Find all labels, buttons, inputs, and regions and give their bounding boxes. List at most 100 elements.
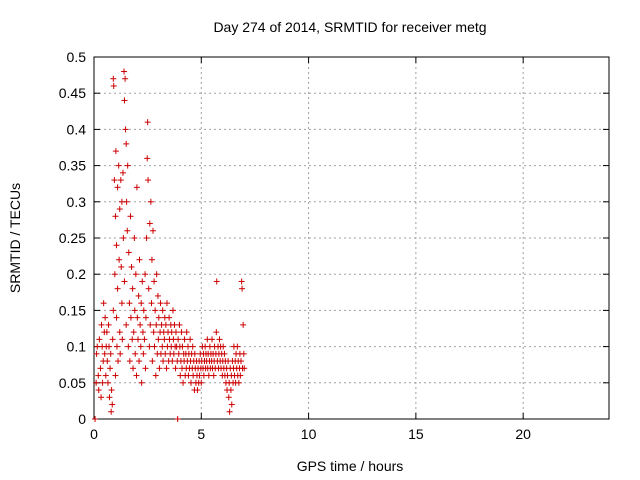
chart-title: Day 274 of 2014, SRMTID for receiver met… bbox=[213, 19, 486, 35]
data-point bbox=[136, 256, 143, 263]
data-point bbox=[153, 271, 160, 278]
data-point bbox=[130, 329, 137, 336]
data-point bbox=[116, 329, 123, 336]
data-point bbox=[101, 350, 108, 357]
data-point bbox=[129, 336, 136, 343]
y-tick-label: 0.2 bbox=[67, 266, 87, 282]
data-point bbox=[145, 177, 152, 184]
y-tick-label: 0.25 bbox=[59, 230, 86, 246]
data-point bbox=[131, 307, 138, 314]
data-point bbox=[114, 184, 121, 191]
x-axis-label: GPS time / hours bbox=[297, 458, 404, 474]
data-point bbox=[181, 336, 188, 343]
data-series bbox=[92, 68, 248, 422]
data-point bbox=[142, 365, 149, 372]
y-tick-label: 0.3 bbox=[67, 194, 87, 210]
data-point bbox=[93, 350, 100, 357]
y-axis: 0 0.05 0.1 0.15 0.2 0.25 0.3 0.35 0.4 0.45 0.5 bbox=[59, 49, 609, 427]
data-point bbox=[191, 350, 198, 357]
data-point bbox=[178, 329, 185, 336]
data-point bbox=[108, 408, 115, 415]
data-point bbox=[95, 387, 102, 394]
data-point bbox=[102, 314, 109, 321]
data-point bbox=[120, 235, 127, 241]
data-point bbox=[139, 329, 146, 336]
data-point bbox=[104, 358, 111, 365]
data-point bbox=[189, 343, 196, 350]
data-point bbox=[155, 336, 162, 343]
data-point bbox=[151, 278, 158, 285]
data-point bbox=[141, 336, 148, 343]
data-point bbox=[140, 307, 147, 314]
data-point bbox=[130, 365, 137, 372]
data-point bbox=[93, 379, 100, 386]
data-point bbox=[235, 379, 242, 386]
y-axis-label: SRMTID / TECUs bbox=[7, 183, 23, 293]
data-point bbox=[112, 372, 119, 379]
data-point bbox=[97, 365, 104, 372]
data-point bbox=[169, 307, 176, 314]
data-point bbox=[126, 300, 133, 307]
data-point bbox=[140, 350, 147, 357]
data-point bbox=[138, 379, 145, 386]
data-point bbox=[153, 321, 160, 328]
data-point bbox=[137, 321, 144, 328]
data-point bbox=[122, 75, 129, 82]
data-point bbox=[138, 300, 145, 307]
data-point bbox=[209, 336, 216, 343]
data-point bbox=[172, 365, 179, 372]
data-point bbox=[146, 343, 153, 350]
data-point bbox=[147, 321, 154, 328]
data-point bbox=[149, 358, 156, 365]
data-point bbox=[194, 387, 201, 394]
data-point bbox=[109, 401, 116, 408]
data-point bbox=[176, 321, 183, 328]
data-point bbox=[116, 206, 123, 213]
data-point bbox=[125, 343, 132, 350]
data-point bbox=[160, 358, 167, 365]
data-point bbox=[123, 321, 130, 328]
data-point bbox=[119, 169, 126, 176]
data-point bbox=[134, 336, 141, 343]
data-point bbox=[95, 372, 102, 379]
data-point bbox=[110, 75, 117, 82]
data-point bbox=[144, 119, 151, 126]
data-point bbox=[135, 292, 142, 299]
y-tick-label: 0.05 bbox=[59, 375, 86, 391]
data-point bbox=[213, 329, 220, 336]
x-tick-label: 5 bbox=[197, 426, 205, 442]
data-point bbox=[123, 140, 130, 147]
data-point bbox=[109, 336, 116, 343]
data-point bbox=[198, 379, 205, 386]
data-point bbox=[174, 416, 181, 422]
y-tick-label: 0.1 bbox=[67, 339, 87, 355]
data-point bbox=[145, 285, 152, 292]
data-point bbox=[156, 365, 163, 372]
data-point bbox=[180, 379, 187, 386]
data-point bbox=[240, 350, 247, 357]
data-point bbox=[175, 336, 182, 343]
data-point bbox=[121, 97, 128, 104]
data-point bbox=[142, 314, 149, 321]
data-point bbox=[179, 343, 186, 350]
data-point bbox=[137, 343, 144, 350]
data-point bbox=[118, 300, 125, 307]
data-point bbox=[142, 271, 149, 278]
y-tick-label: 0.45 bbox=[59, 85, 86, 101]
data-point bbox=[104, 379, 111, 386]
data-point bbox=[124, 227, 131, 234]
data-point bbox=[159, 343, 166, 350]
data-point bbox=[96, 336, 103, 343]
data-point bbox=[221, 350, 228, 357]
data-point bbox=[226, 408, 233, 415]
data-point bbox=[106, 343, 113, 350]
data-point bbox=[111, 177, 118, 184]
data-point bbox=[110, 307, 117, 314]
data-point bbox=[123, 198, 130, 205]
data-point bbox=[98, 321, 105, 328]
data-point bbox=[103, 329, 110, 336]
data-point bbox=[210, 372, 217, 379]
data-point bbox=[225, 394, 232, 401]
data-point bbox=[228, 401, 235, 408]
